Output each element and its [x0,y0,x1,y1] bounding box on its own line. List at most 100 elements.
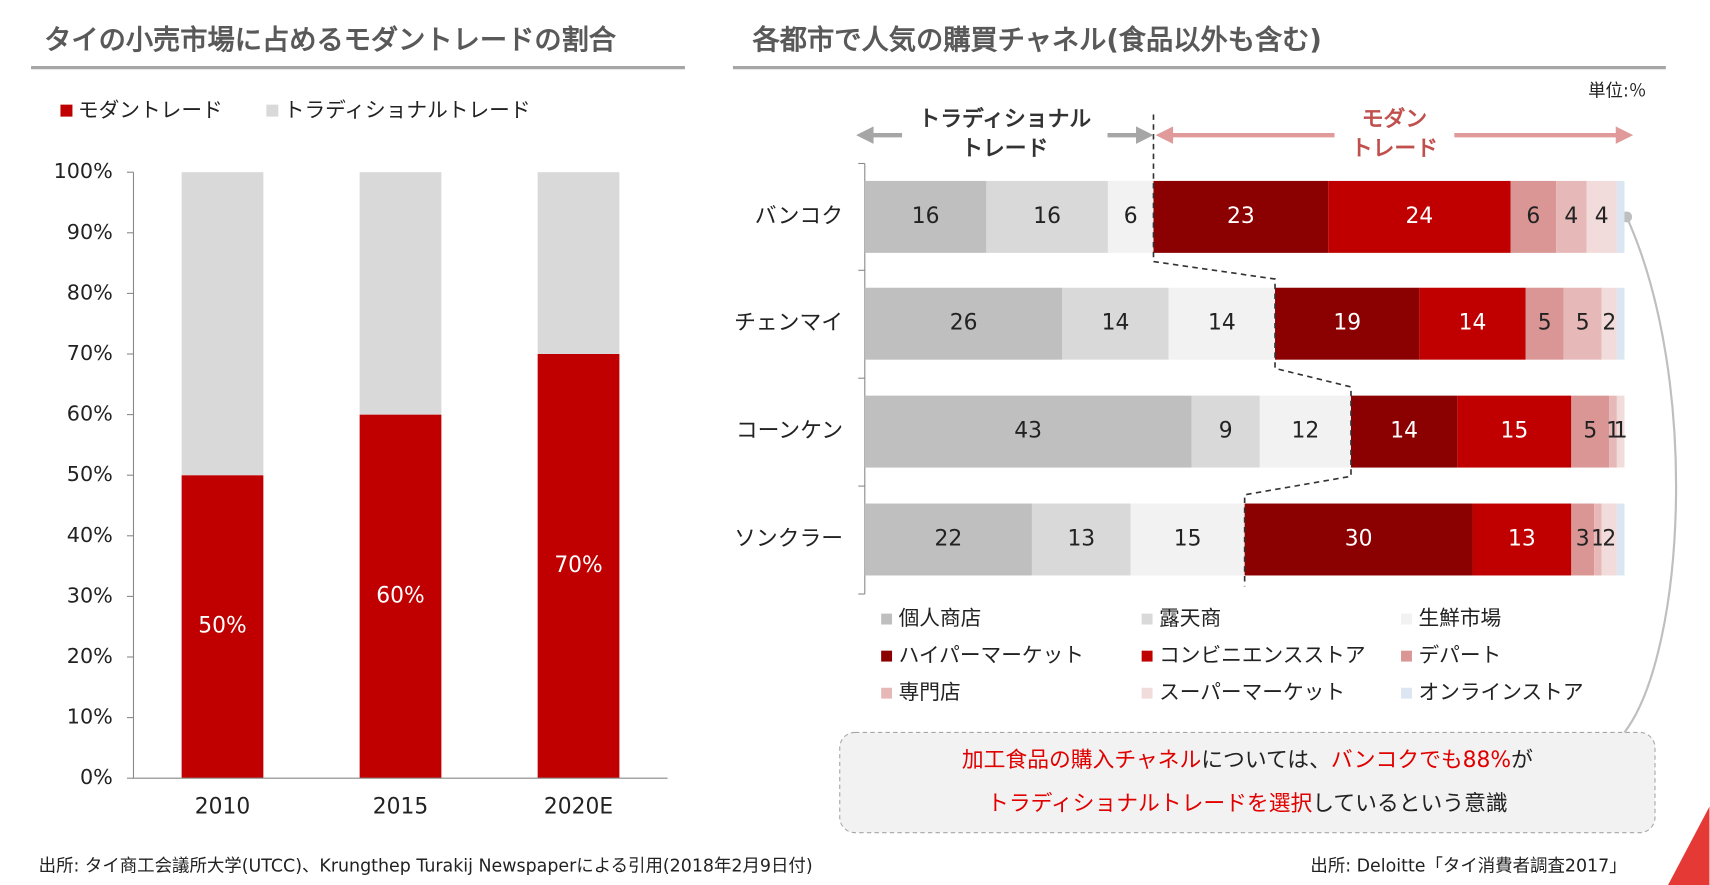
boundary-line [1152,114,1352,587]
category-label: ソンクラー [734,527,843,552]
bar-segment [1616,503,1625,576]
data-label: 14 [1390,419,1418,444]
chart-title: 各都市で人気の購買チャネル(食品以外も含む) [752,24,1322,56]
legend-swatch [1141,650,1153,662]
bar-segment [181,475,264,779]
bar-segment [1571,395,1610,468]
bar-segment [1168,287,1276,360]
legend-label: 専門店 [899,680,961,704]
data-label: 43 [1014,419,1042,444]
callout-segment: しているという意識 [1312,791,1507,816]
bar-segment [1350,395,1458,468]
bar-segment [1130,503,1245,576]
legend-swatch [60,104,73,117]
bar-segment [359,172,442,415]
y-tick-label: 0% [80,765,113,789]
bar-segment [1472,503,1572,576]
bar-segment [864,503,1032,576]
x-tick-label: 2015 [373,795,428,820]
bar-segment [181,172,264,476]
category-label: コーンケン [736,419,843,444]
callout-text: トラディショナルトレードを選択しているという意識 [987,791,1508,816]
legend-swatch [881,650,893,662]
legend-label: 生鮮市場 [1418,606,1501,630]
arrow-head [1136,126,1154,144]
bar-segment [1525,287,1564,360]
unit-label: 単位:％ [1588,82,1646,102]
callout-segment: 加工食品の購入チャネル [962,748,1201,773]
source: 出所: Deloitte「タイ消費者調査2017」 [1310,856,1626,876]
data-label: 6 [1124,204,1138,229]
data-label: 60% [376,583,424,608]
arrow-head [1615,126,1634,144]
data-label: 13 [1067,527,1095,552]
group-label: モダン [1362,106,1427,132]
data-label: 6 [1526,204,1540,229]
y-tick-label: 40% [67,523,113,547]
bar-segment [537,172,620,354]
arrow-head [1155,126,1174,144]
group-label: トレード [1351,136,1438,161]
data-label: 2 [1602,311,1616,336]
data-label: 30 [1345,527,1373,552]
bar-segment [1107,180,1154,253]
callout-box [839,731,1656,834]
source: 出所: タイ商工会議所大学(UTCC)、Krungthep Turakij Ne… [39,856,813,876]
data-label: 5 [1576,311,1590,336]
bar-segment [359,414,442,779]
legend-label: デパート [1418,643,1501,667]
y-tick-label: 50% [67,462,113,486]
data-label: 13 [1508,527,1536,552]
data-label: 16 [1033,204,1061,229]
y-tick-label: 70% [67,341,113,365]
x-tick-label: 2020E [544,795,613,820]
bar-segment [1586,180,1617,253]
bar-segment [1616,287,1625,360]
bar-segment [1191,395,1260,468]
data-label: 1 [1606,419,1620,444]
category-label: バンコク [755,204,843,229]
bar-segment [1556,180,1587,253]
data-label: 70% [554,553,602,578]
legend-label: コンビニエンスストア [1159,643,1365,667]
bar-segment [537,354,620,779]
chart-title: タイの小売市場に占めるモダントレードの割合 [44,24,617,56]
data-label: 22 [935,527,963,552]
bar-segment [1259,395,1351,468]
legend-swatch [1401,613,1412,625]
callout-segment: バンコクでも88% [1331,748,1511,773]
y-tick-label: 30% [67,583,113,607]
data-label: 14 [1102,311,1130,336]
bar-segment [1616,180,1625,253]
data-label: 23 [1227,204,1255,229]
bar-segment [1609,395,1617,468]
legend-label: トラディショナルトレード [284,98,531,122]
callout-segment: トラディショナルトレードを選択 [987,791,1312,816]
category-label: チェンマイ [734,311,843,336]
bar-segment [1419,287,1526,360]
data-label: 15 [1174,527,1202,552]
data-label: 12 [1292,419,1320,444]
group-label: トレード [961,136,1048,161]
legend-label: ハイパーマーケット [899,643,1084,667]
data-label: 9 [1219,419,1233,444]
callout-connector [1623,216,1678,734]
bar-segment [1244,503,1473,576]
legend-swatch [1141,687,1153,699]
data-label: 3 [1576,527,1590,552]
data-label: 4 [1595,204,1609,229]
legend-swatch [1141,613,1153,625]
data-label: 5 [1583,419,1597,444]
data-label: 15 [1500,419,1528,444]
bar-segment [864,180,987,253]
bar-segment [1328,180,1511,253]
y-tick-label: 90% [67,220,113,244]
corner-accent [1668,806,1710,885]
y-tick-label: 80% [67,280,113,304]
bar-segment [1062,287,1169,360]
y-tick-label: 20% [67,644,113,668]
y-tick-label: 60% [67,402,113,426]
legend-swatch [266,104,279,117]
data-label: 1 [1591,527,1605,552]
